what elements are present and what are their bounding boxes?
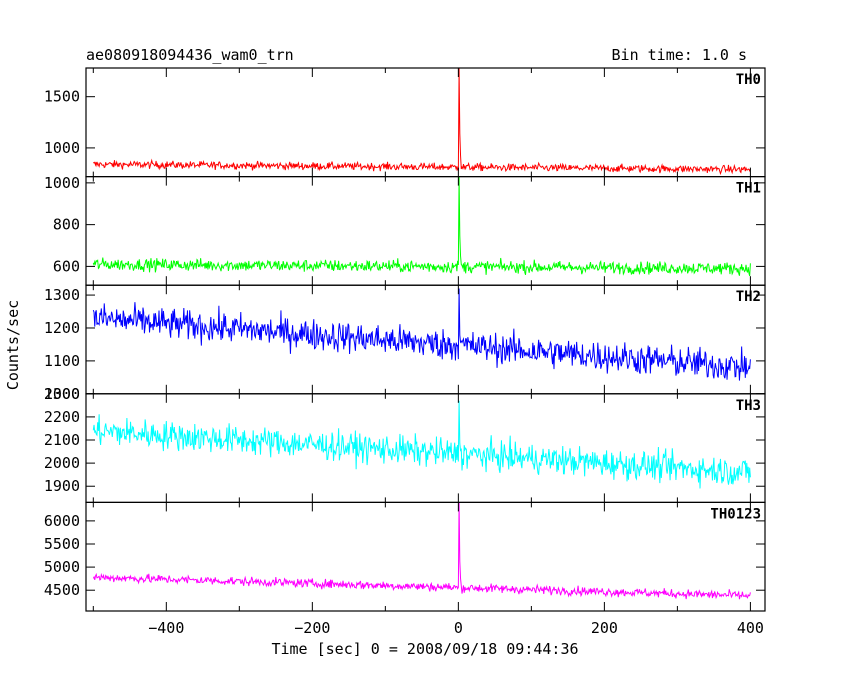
x-tick-label: −400 — [148, 619, 184, 637]
y-tick-label: 1900 — [44, 477, 80, 495]
y-tick-label: 5000 — [44, 558, 80, 576]
panel-th0123: 4500 5000 5500 6000 TH0123 — [44, 501, 766, 612]
x-tick-label: 0 — [454, 619, 463, 637]
y-tick-label: 2300 — [44, 385, 80, 403]
panel-th3: 1900 2000 2100 2200 2300 TH3 — [44, 385, 766, 503]
y-tick-label: 600 — [53, 257, 80, 275]
x-axis: −400 −200 0 200 400 — [148, 619, 764, 637]
panel-label: TH0 — [736, 72, 761, 88]
panel-label: TH3 — [736, 398, 761, 414]
panels-group: 1000 1500 TH0 600 800 1000 TH1 1000 1100 1200 1300… — [44, 67, 766, 612]
series-line-th0 — [92, 68, 751, 176]
y-tick-label: 800 — [53, 216, 80, 234]
series-line-th1 — [92, 176, 751, 277]
panel-th2: 1000 1100 1200 1300 TH2 — [44, 284, 766, 403]
panel-frame — [85, 284, 766, 395]
chart-title: ae080918094436_wam0_trn — [86, 46, 294, 64]
y-tick-label: 1300 — [44, 286, 80, 304]
y-tick-label: 2100 — [44, 431, 80, 449]
y-tick-label: 1100 — [44, 352, 80, 370]
y-tick-label: 1500 — [44, 88, 80, 106]
panel-th0: 1000 1500 TH0 — [44, 67, 766, 178]
y-tick-label: 1000 — [44, 174, 80, 192]
x-tick-label: 400 — [737, 619, 764, 637]
panel-frame — [85, 501, 766, 612]
y-tick-label: 1000 — [44, 385, 80, 403]
y-tick-label: 2000 — [44, 454, 80, 472]
y-axis-label: Counts/sec — [4, 300, 22, 390]
series-line-th2 — [92, 288, 751, 381]
panel-label: TH0123 — [710, 506, 761, 522]
series-line-th3 — [92, 400, 751, 489]
y-tick-label: 5500 — [44, 535, 80, 553]
panel-label: TH1 — [736, 181, 761, 197]
y-tick-label: 1000 — [44, 139, 80, 157]
x-tick-label: 200 — [591, 619, 618, 637]
x-axis-label: Time [sec] 0 = 2008/09/18 09:44:36 — [271, 640, 578, 658]
panel-frame — [85, 67, 766, 178]
series-line-th0123 — [92, 502, 751, 600]
y-tick-label: 1200 — [44, 319, 80, 337]
x-tick-label: −200 — [294, 619, 330, 637]
panel-label: TH2 — [736, 289, 761, 305]
y-tick-label: 4500 — [44, 581, 80, 599]
bin-time-label: Bin time: 1.0 s — [612, 46, 747, 64]
y-tick-label: 2200 — [44, 408, 80, 426]
y-tick-label: 6000 — [44, 512, 80, 530]
panel-th1: 600 800 1000 TH1 — [44, 174, 766, 286]
